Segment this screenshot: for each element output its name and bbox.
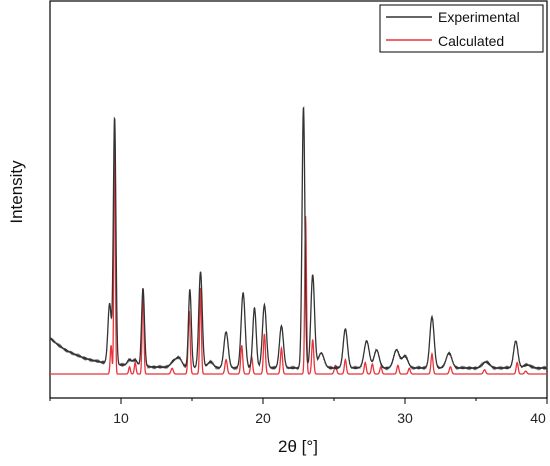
legend-label-calculated: Calculated: [438, 33, 504, 49]
series-line-experimental: [49, 106, 548, 371]
plot-frame: [49, 0, 548, 399]
legend: Experimental Calculated: [379, 4, 544, 53]
series-line-calculated: [50, 120, 547, 375]
legend-box: [379, 4, 544, 53]
x-axis-ticks: 10 20 30 40: [49, 398, 548, 426]
x-tick-label: 30: [397, 410, 413, 426]
y-axis-title: Intensity: [7, 160, 26, 224]
x-tick-label: 40: [530, 410, 546, 426]
x-tick-label: 20: [255, 410, 271, 426]
series-layer: [49, 106, 548, 375]
legend-label-experimental: Experimental: [438, 9, 520, 25]
x-axis-title: 2θ [°]: [278, 437, 318, 456]
x-tick-label: 10: [113, 410, 129, 426]
